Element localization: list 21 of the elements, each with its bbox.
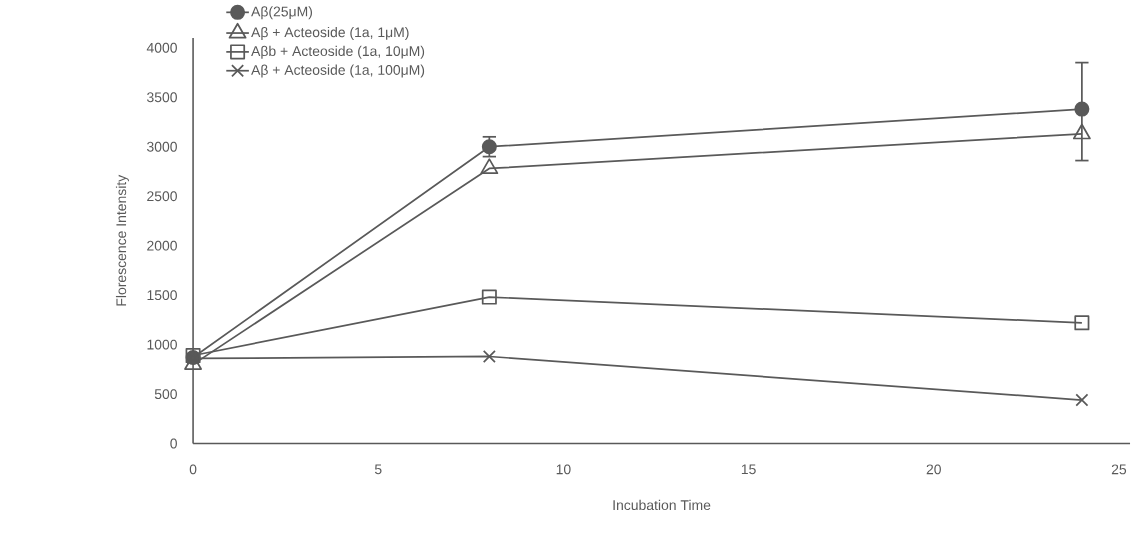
x-axis-title: Incubation Time: [613, 499, 711, 510]
x-tick-label: 25: [1111, 464, 1127, 475]
x-tick-label: 15: [741, 464, 756, 475]
y-tick-label: 500: [154, 389, 177, 399]
legend-label: Aβ + Acteoside (1a, 1μM): [251, 26, 409, 40]
x-tick-label: 20: [926, 464, 941, 475]
legend-label: Aβ(25μM): [251, 6, 313, 20]
y-tick-label: 1500: [147, 290, 177, 300]
y-tick-label: 0: [170, 438, 177, 449]
x-tick-label: 10: [556, 464, 571, 475]
y-tick-label: 3500: [147, 92, 177, 103]
y-tick-label: 2000: [147, 240, 177, 251]
x-tick-label: 0: [189, 464, 197, 475]
x-tick-label: 5: [374, 464, 382, 475]
y-axis-title: Florescence Intensity: [115, 174, 129, 306]
legend-label: Aβ + Acteoside (1a, 100μM): [251, 64, 425, 78]
y-tick-label: 3000: [147, 141, 177, 152]
y-tick-label: 1000: [147, 339, 177, 350]
y-tick-label: 4000: [146, 42, 177, 53]
legend-label: Aβb + Acteoside (1a, 10μM): [251, 45, 425, 59]
y-tick-label: 2500: [147, 191, 177, 202]
